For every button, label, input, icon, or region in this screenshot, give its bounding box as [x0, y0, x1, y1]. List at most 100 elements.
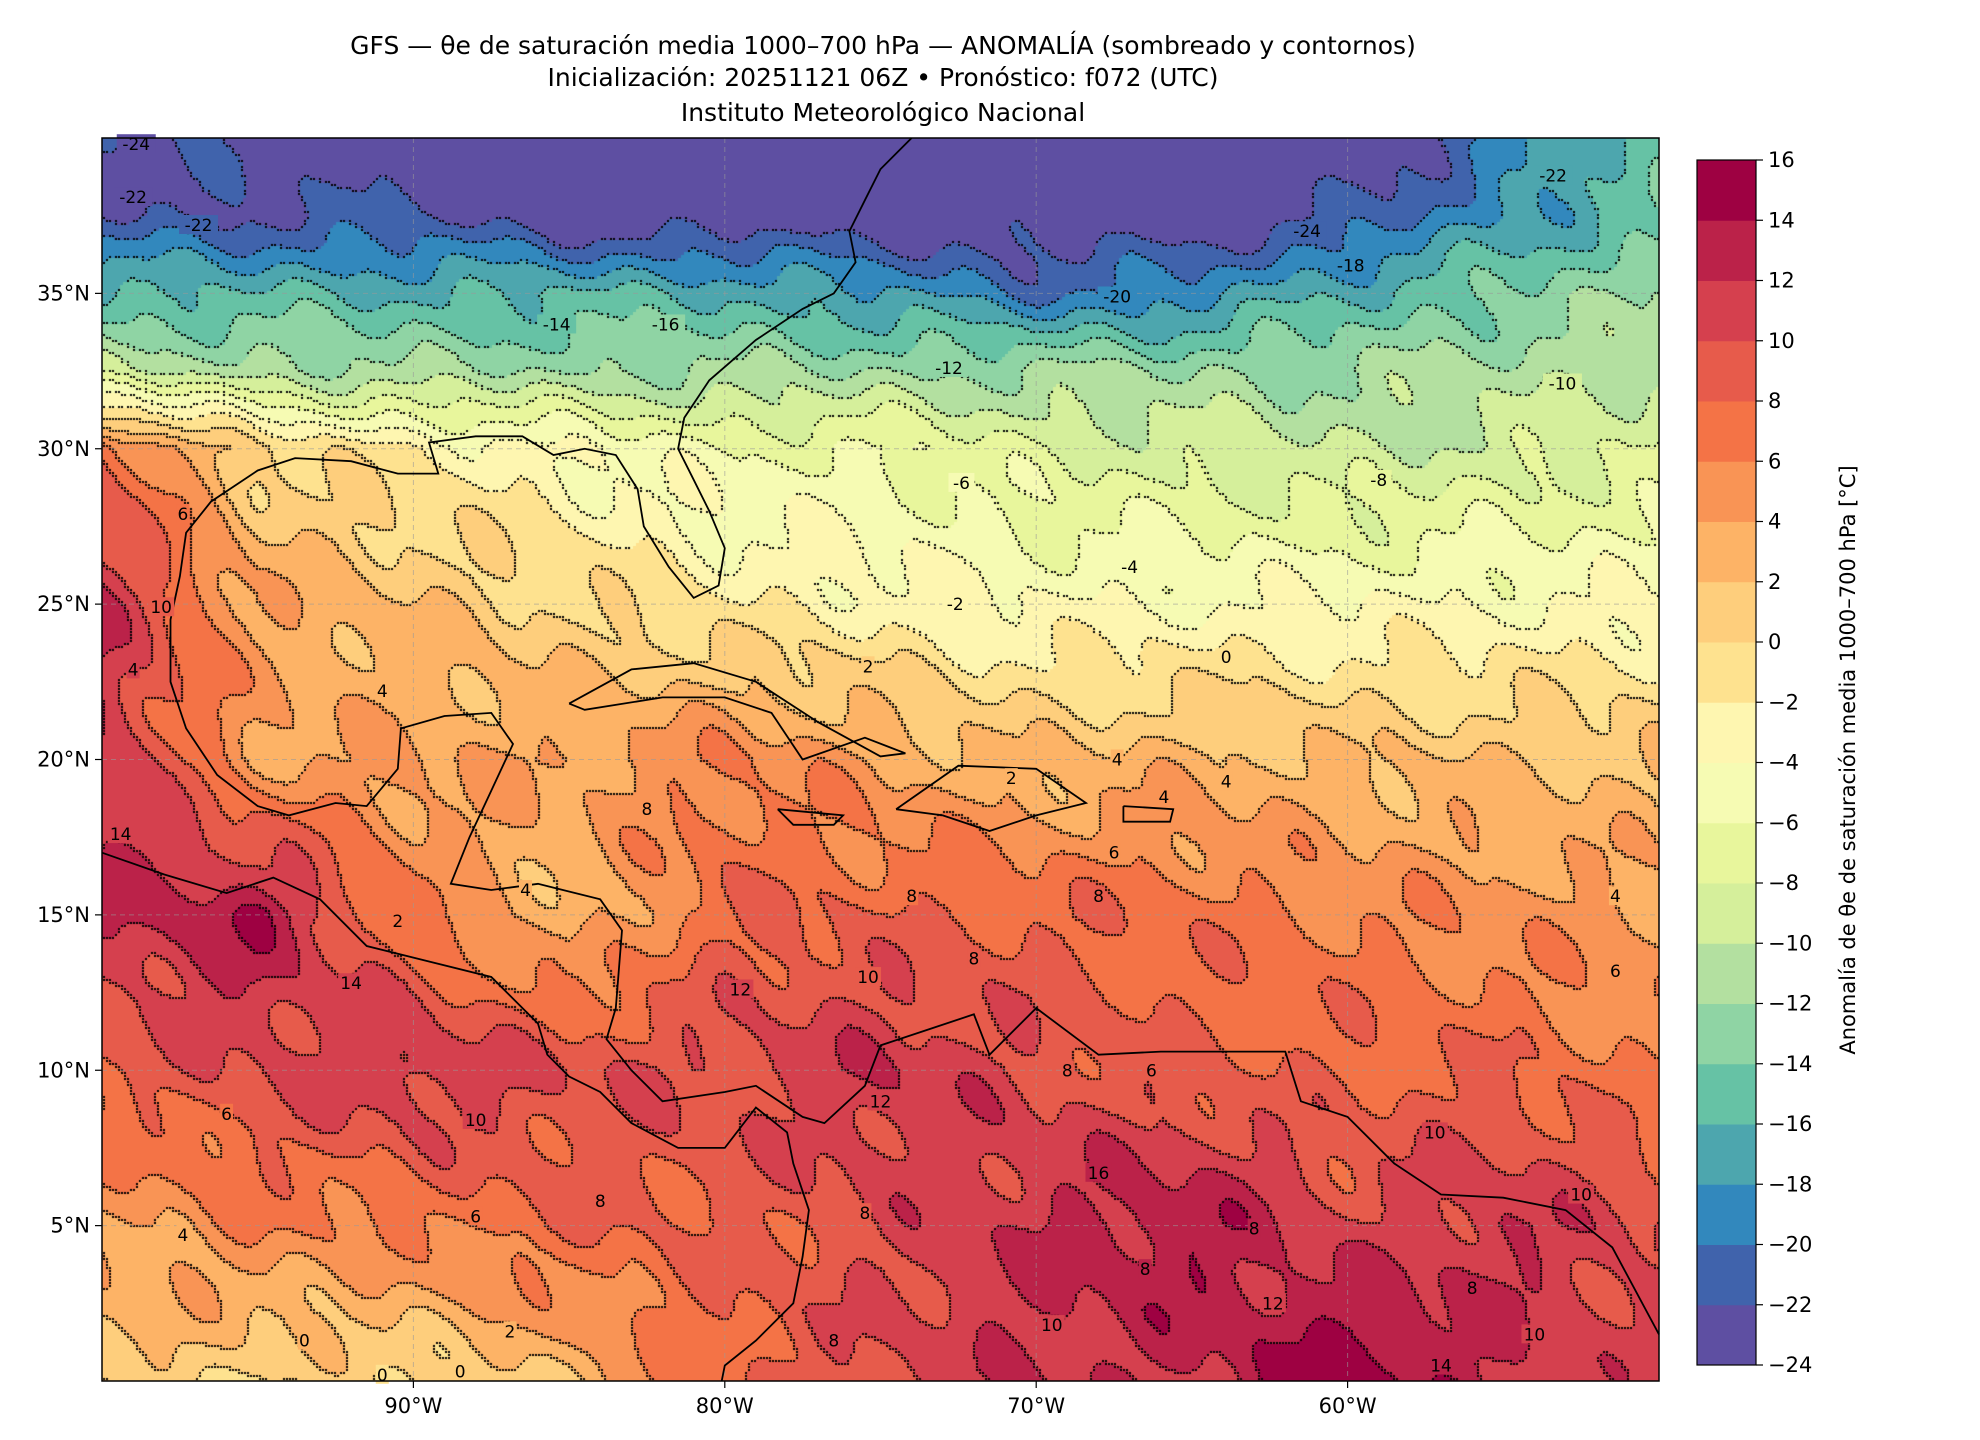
- contour-label: 8: [1467, 1279, 1478, 1299]
- colorbar-tick-label: −16: [1768, 1112, 1812, 1136]
- contour-label-bg: [297, 1330, 311, 1350]
- contour-label-bg: [1608, 960, 1622, 980]
- contour-label-bg: [1060, 1060, 1074, 1080]
- contour-label-bg: [1421, 1122, 1448, 1142]
- contour-label: 10: [150, 598, 172, 618]
- contour-label-bg: [1091, 886, 1105, 906]
- contour-label: 8: [860, 1204, 871, 1224]
- contour-label: 10: [1524, 1325, 1546, 1345]
- contour-label-bg: [1038, 1315, 1065, 1335]
- contour-label-bg: [1110, 749, 1124, 769]
- chart-subtitle-init: Inicialización: 20251121 06Z • Pronóstic…: [547, 63, 1219, 92]
- contour-label-bg: [469, 1206, 483, 1226]
- contour-label-bg: [929, 357, 969, 377]
- colorbar-band: [1697, 1184, 1756, 1245]
- contour-label-bg: [1107, 842, 1121, 862]
- contour-label: 8: [1140, 1260, 1151, 1280]
- contour-label: 8: [1249, 1220, 1260, 1240]
- contour-label-bg: [1085, 1162, 1112, 1182]
- contour-label-bg: [1331, 255, 1371, 275]
- contour-label-bg: [727, 979, 754, 999]
- contour-label: 2: [505, 1322, 516, 1342]
- contour-label-bg: [867, 1091, 894, 1111]
- contour-label: -20: [1103, 287, 1131, 307]
- contour-label-bg: [967, 948, 981, 968]
- contour-label: 12: [1262, 1294, 1284, 1314]
- colorbar-band: [1697, 280, 1756, 342]
- contour-label-bg: [948, 472, 975, 492]
- contour-label: 8: [828, 1332, 839, 1352]
- contour-label: 4: [520, 881, 531, 901]
- contour-label: 8: [642, 800, 653, 820]
- y-tick-label: 30°N: [37, 437, 90, 461]
- contour-label: -14: [543, 315, 571, 335]
- contour-label: 14: [340, 974, 362, 994]
- colorbar-band: [1697, 1063, 1756, 1125]
- contour-label: 0: [377, 1366, 388, 1386]
- coastline: [101, 851, 810, 1382]
- colorbar-tick-label: 10: [1768, 329, 1795, 353]
- contour-label-bg: [375, 1364, 389, 1384]
- y-tick-label: 5°N: [50, 1214, 90, 1238]
- colorbar-tick-label: −6: [1768, 811, 1799, 835]
- colorbar-band: [1697, 461, 1756, 522]
- colorbar-tick-label: 4: [1768, 510, 1781, 534]
- contour-label: 6: [221, 1105, 232, 1125]
- contour-label: 0: [299, 1332, 310, 1352]
- contour-label: -8: [1370, 471, 1387, 491]
- contour-label: -12: [935, 359, 963, 379]
- colorbar-tick-label: −14: [1768, 1052, 1812, 1076]
- colorbar-tick-label: −12: [1768, 992, 1812, 1016]
- y-tick-label: 15°N: [37, 903, 90, 927]
- contour-label: 6: [1146, 1061, 1157, 1081]
- colorbar-band: [1697, 822, 1756, 884]
- contour-label: 8: [906, 887, 917, 907]
- colorbar-band: [1697, 401, 1756, 462]
- contour-label-bg: [116, 134, 156, 154]
- contour-label: 6: [1109, 844, 1120, 864]
- contour-label-bg: [113, 187, 153, 207]
- chart-subtitle-institute: Instituto Meteorológico Nacional: [680, 98, 1086, 127]
- contour-label: -24: [1293, 222, 1321, 242]
- colorbar-tick-label: 6: [1768, 449, 1781, 473]
- contour-label-bg: [391, 911, 405, 931]
- contour-label-bg: [1247, 1218, 1261, 1238]
- contour-label: 4: [1112, 751, 1123, 771]
- contour-label: -6: [953, 474, 970, 494]
- contour-label: 14: [1430, 1356, 1452, 1376]
- x-tick-label: 60°W: [1319, 1394, 1377, 1418]
- contour-label: 6: [470, 1207, 481, 1227]
- contour-label-bg: [179, 215, 219, 235]
- contour-label-bg: [827, 1330, 841, 1350]
- contour-label-bg: [519, 880, 533, 900]
- contour-label: 12: [870, 1092, 892, 1112]
- contour-label-bg: [375, 681, 389, 701]
- colorbar-band: [1697, 1003, 1756, 1065]
- contour-label-bg: [1004, 768, 1018, 788]
- contour-label: -22: [1539, 166, 1567, 186]
- contour-label-bg: [1365, 469, 1392, 489]
- colorbar-band: [1697, 220, 1756, 281]
- y-tick-label: 25°N: [37, 592, 90, 616]
- contour-label-bg: [1287, 221, 1327, 241]
- contour-label: -16: [652, 315, 680, 335]
- coastline: [169, 137, 1660, 1335]
- colorbar-tick-label: 8: [1768, 389, 1781, 413]
- colorbar-tick-label: 0: [1768, 630, 1781, 654]
- x-tick-label: 80°W: [696, 1394, 754, 1418]
- contour-label-bg: [453, 1361, 467, 1381]
- contour-label-bg: [1157, 786, 1171, 806]
- contour-label: 2: [392, 912, 403, 932]
- colorbar-tick-label: −20: [1768, 1233, 1812, 1257]
- colorbar-tick-label: −22: [1768, 1293, 1812, 1317]
- contour-label: -10: [1549, 374, 1577, 394]
- colorbar-tick-label: −8: [1768, 871, 1799, 895]
- colorbar-tick-label: −2: [1768, 690, 1799, 714]
- contour-label: -2: [947, 595, 964, 615]
- contour-label: 4: [377, 682, 388, 702]
- contour-label: -18: [1337, 256, 1365, 276]
- contour-label-bg: [1116, 556, 1143, 576]
- colorbar-tick-label: 12: [1768, 269, 1795, 293]
- contour-label: -22: [119, 188, 147, 208]
- contour-label-bg: [1138, 1259, 1152, 1279]
